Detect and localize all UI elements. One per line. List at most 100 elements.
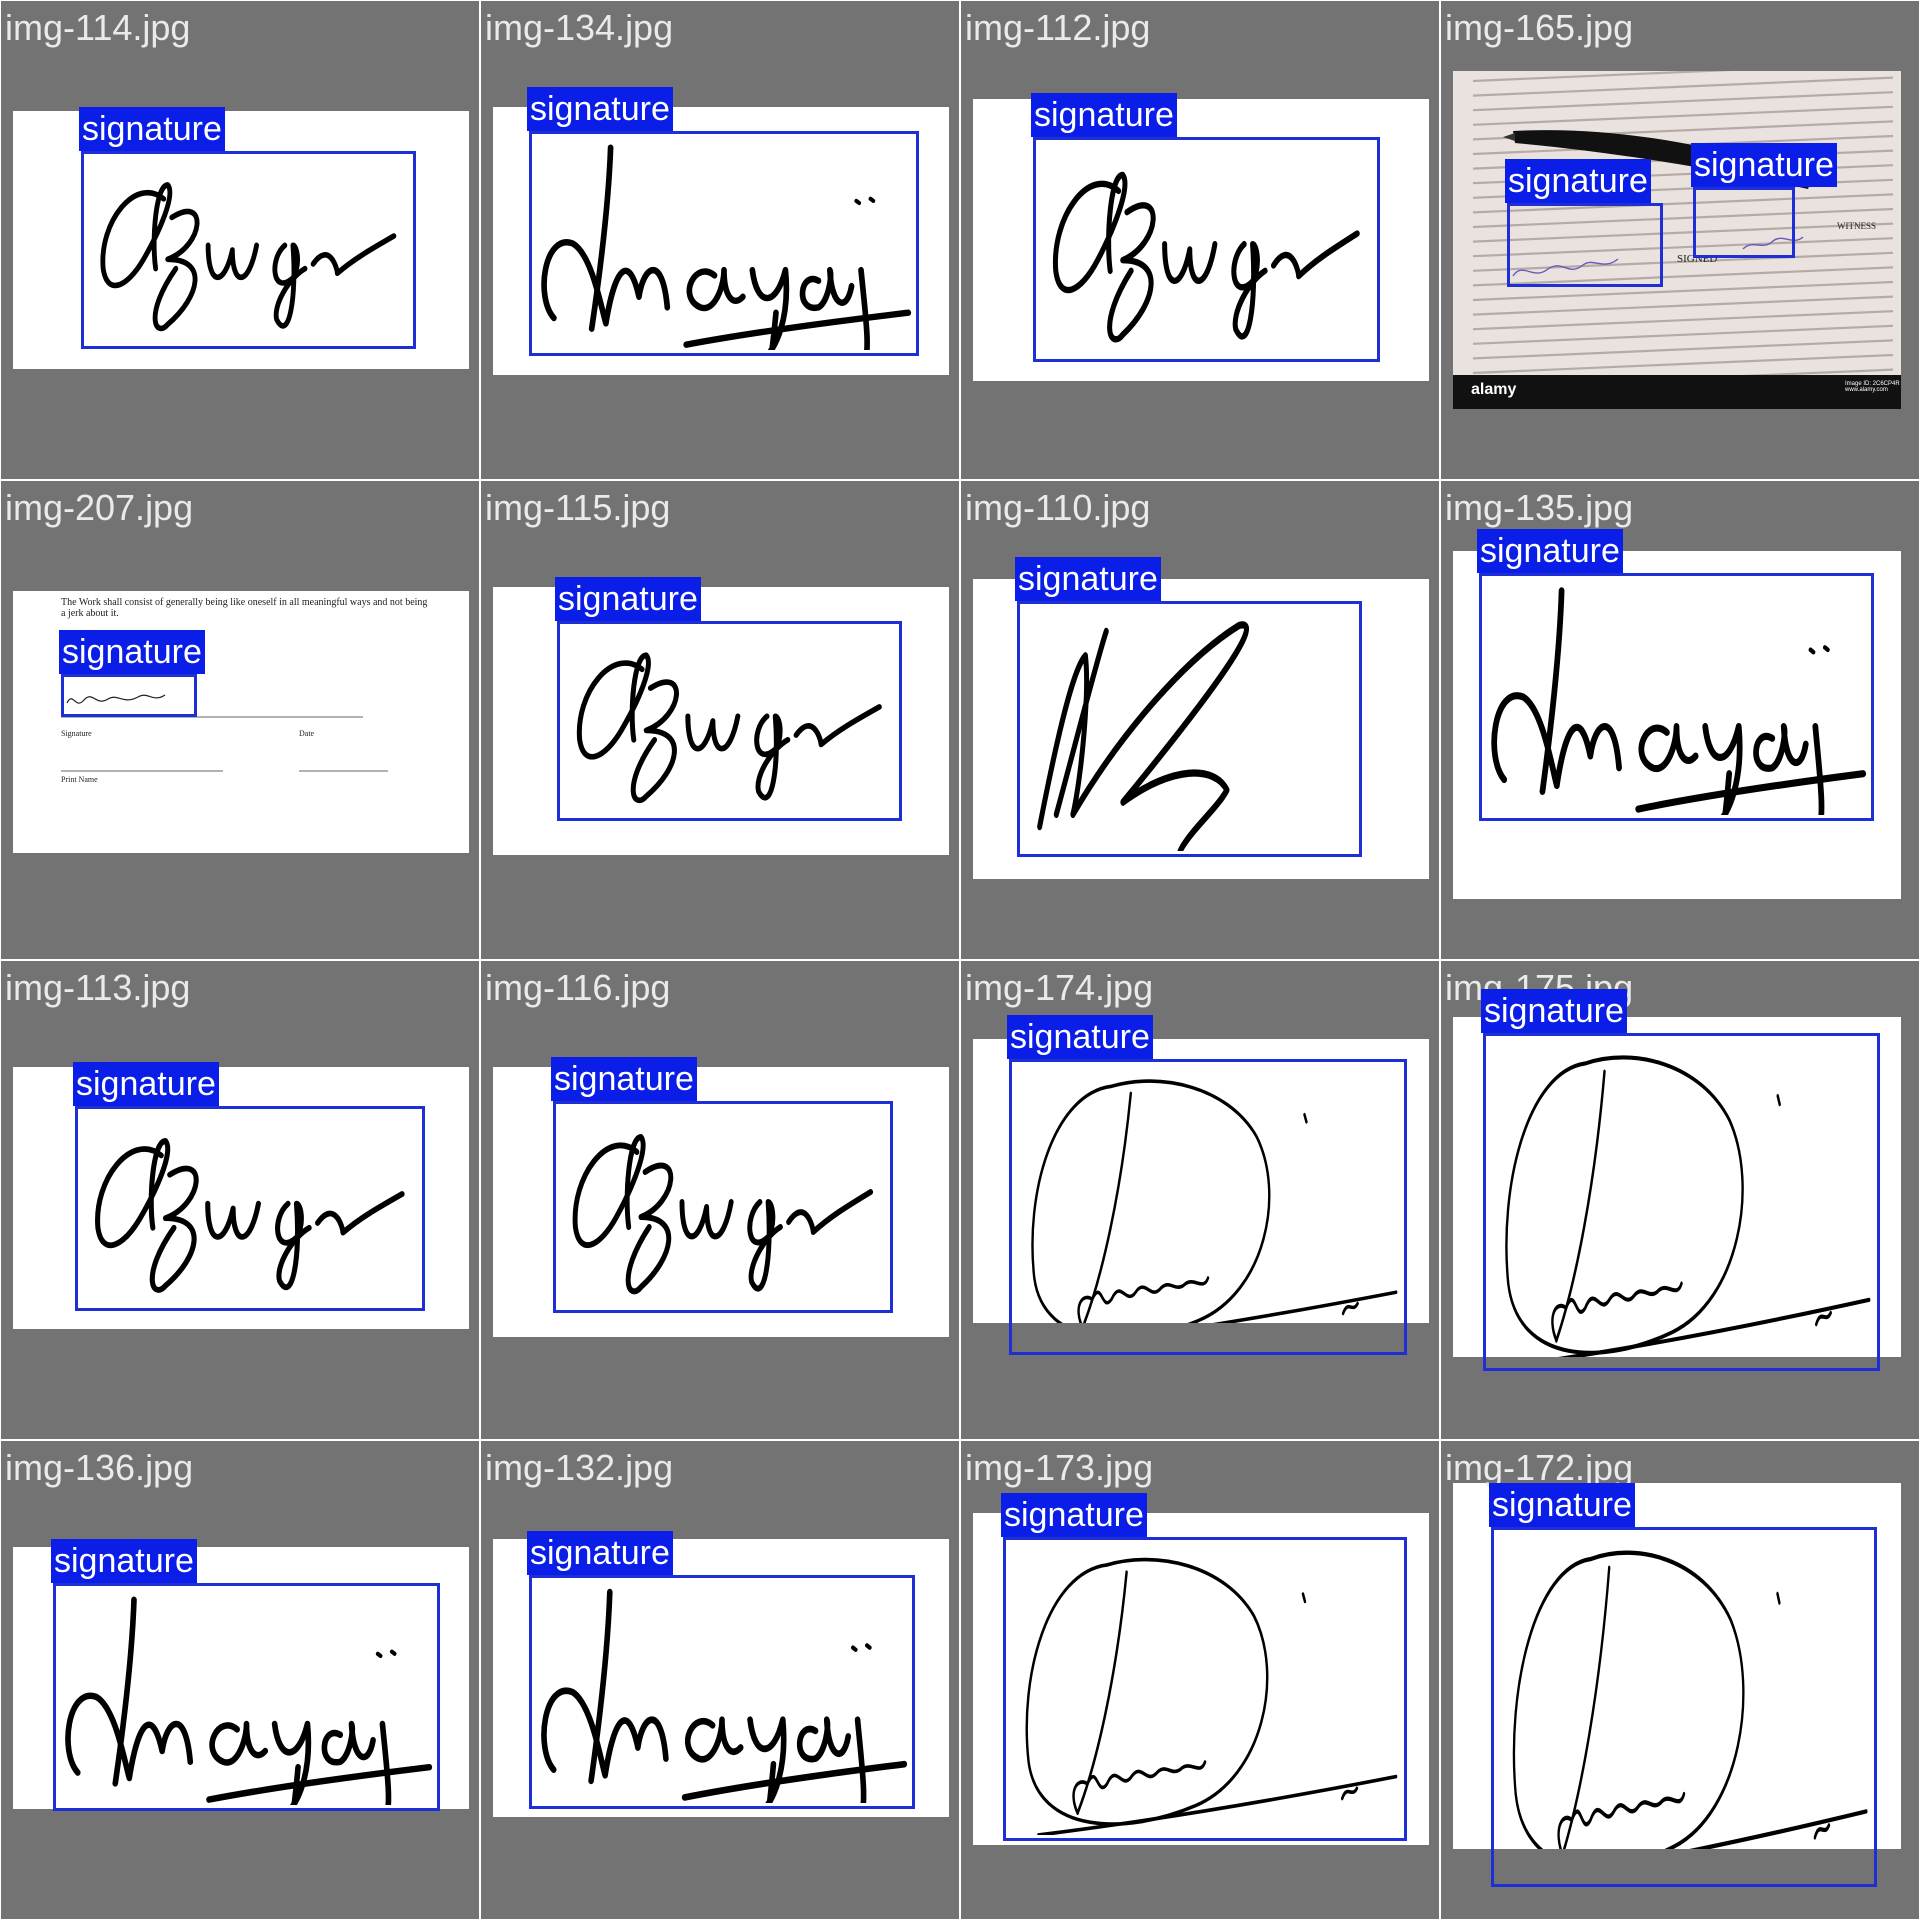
ink-stroke [1512, 1550, 1745, 1849]
signature-drawing [100, 182, 397, 332]
detection-box [81, 151, 416, 349]
ink-stroke [685, 1716, 744, 1763]
detection-box [529, 1575, 915, 1809]
ink-stroke [321, 1720, 376, 1766]
ink-stroke [1031, 1079, 1271, 1323]
ink-stroke [1638, 722, 1699, 772]
ink-stroke [1025, 1557, 1269, 1826]
image-tile: img-175.jpg signature [1441, 961, 1919, 1439]
ink-stroke [209, 1720, 269, 1766]
ink-stroke [1722, 770, 1733, 815]
ink-stroke [1539, 587, 1565, 795]
ink-stroke [796, 1716, 852, 1763]
signature-drawing [1037, 621, 1249, 851]
filename-label: img-116.jpg [485, 967, 671, 1008]
signature-drawing [95, 1138, 405, 1293]
ink-stroke [1491, 692, 1622, 790]
ink-stroke [588, 1588, 613, 1785]
image-tile: img-165.jpg SIGNED WITNESS alamy Image ID: 2… [1441, 1, 1919, 479]
image-tile: img-174.jpg signature [961, 961, 1439, 1439]
filename-label: img-114.jpg [5, 7, 191, 48]
ink-stroke [95, 1138, 171, 1249]
detection-box [553, 1101, 893, 1313]
detection-label: signature [73, 1062, 219, 1106]
detection-box [1693, 187, 1795, 258]
sample-image [13, 1067, 469, 1329]
detection-label: signature [51, 1539, 197, 1583]
signature-drawing [1031, 1079, 1398, 1323]
ink-stroke [152, 208, 200, 332]
alamy-logo: alamy [1471, 381, 1517, 398]
image-tile: img-116.jpg signature [481, 961, 959, 1439]
detection-label: signature [59, 630, 205, 674]
ink-stroke [541, 239, 671, 327]
ink-stroke [1037, 652, 1090, 831]
ink-stroke [576, 652, 651, 760]
ink-stroke [686, 266, 746, 312]
detection-label: signature [1489, 1483, 1635, 1527]
detection-box [1491, 1527, 1877, 1887]
witness-caption: WITNESS [1837, 221, 1876, 231]
sample-image [493, 587, 949, 855]
ink-stroke [1812, 722, 1825, 815]
ink-stroke [679, 1199, 734, 1240]
form-caption: Print Name [61, 775, 98, 784]
ink-stroke [1077, 1276, 1210, 1323]
ink-stroke [65, 1692, 194, 1782]
detection-label: signature [1031, 93, 1177, 137]
ink-stroke [685, 713, 741, 752]
image-tile: img-114.jpg signature [1, 1, 479, 479]
detection-box [1479, 573, 1874, 821]
ink-stroke [1557, 1791, 1686, 1849]
image-tile: img-135.jpg signature [1441, 481, 1919, 959]
signature-drawing [1491, 587, 1867, 815]
detection-box [557, 621, 902, 821]
ink-stroke [572, 1134, 646, 1249]
sample-image [973, 1513, 1429, 1845]
ink-stroke [851, 1643, 872, 1653]
image-tile: img-173.jpg signature [961, 1441, 1439, 1919]
ink-stroke [766, 1760, 777, 1803]
signature-drawing [541, 1588, 908, 1803]
doc-form-lines [61, 694, 388, 772]
agreement-text: The Work shall consist of generally bein… [61, 597, 428, 619]
ink-stroke [588, 144, 614, 332]
ink-stroke [205, 242, 259, 281]
ink-stroke [541, 1687, 669, 1779]
ink-stroke [1562, 1565, 1611, 1849]
detection-label: signature [555, 577, 701, 621]
ink-stroke [100, 182, 173, 289]
sample-image [13, 111, 469, 369]
image-tile: img-207.jpg The Work shall consist of gen… [1, 481, 479, 959]
ink-stroke [1776, 1094, 1832, 1327]
filename-label: img-132.jpg [485, 1447, 674, 1488]
filename-label: img-165.jpg [1445, 7, 1634, 48]
ink-stroke [630, 679, 679, 804]
signature-drawing [541, 144, 912, 350]
signature-drawing [1025, 1557, 1398, 1835]
filename-label: img-207.jpg [5, 487, 194, 528]
sample-image [493, 1539, 949, 1817]
ink-stroke [291, 1763, 301, 1805]
signature-drawing [1052, 171, 1360, 343]
filename-label: img-136.jpg [5, 1447, 194, 1488]
sample-image [13, 1547, 469, 1809]
filename-label: img-110.jpg [965, 487, 1151, 528]
ink-stroke [1558, 1297, 1871, 1357]
ink-stroke [1162, 240, 1218, 284]
signature-drawing [576, 652, 882, 804]
sample-image [493, 1067, 949, 1337]
detection-box [61, 674, 197, 717]
detection-label: signature [551, 1057, 697, 1101]
filename-label: img-115.jpg [485, 487, 671, 528]
detection-label: signature [1015, 557, 1161, 601]
ink-stroke [112, 1596, 137, 1787]
filename-label: img-134.jpg [485, 7, 674, 48]
ink-stroke [1076, 1570, 1128, 1815]
image-tile: img-136.jpg signature [1, 1441, 479, 1919]
ink-stroke [1072, 1760, 1207, 1815]
filename-label: img-174.jpg [965, 967, 1154, 1008]
ink-stroke [1070, 621, 1249, 851]
detection-label: signature [1001, 1493, 1147, 1537]
